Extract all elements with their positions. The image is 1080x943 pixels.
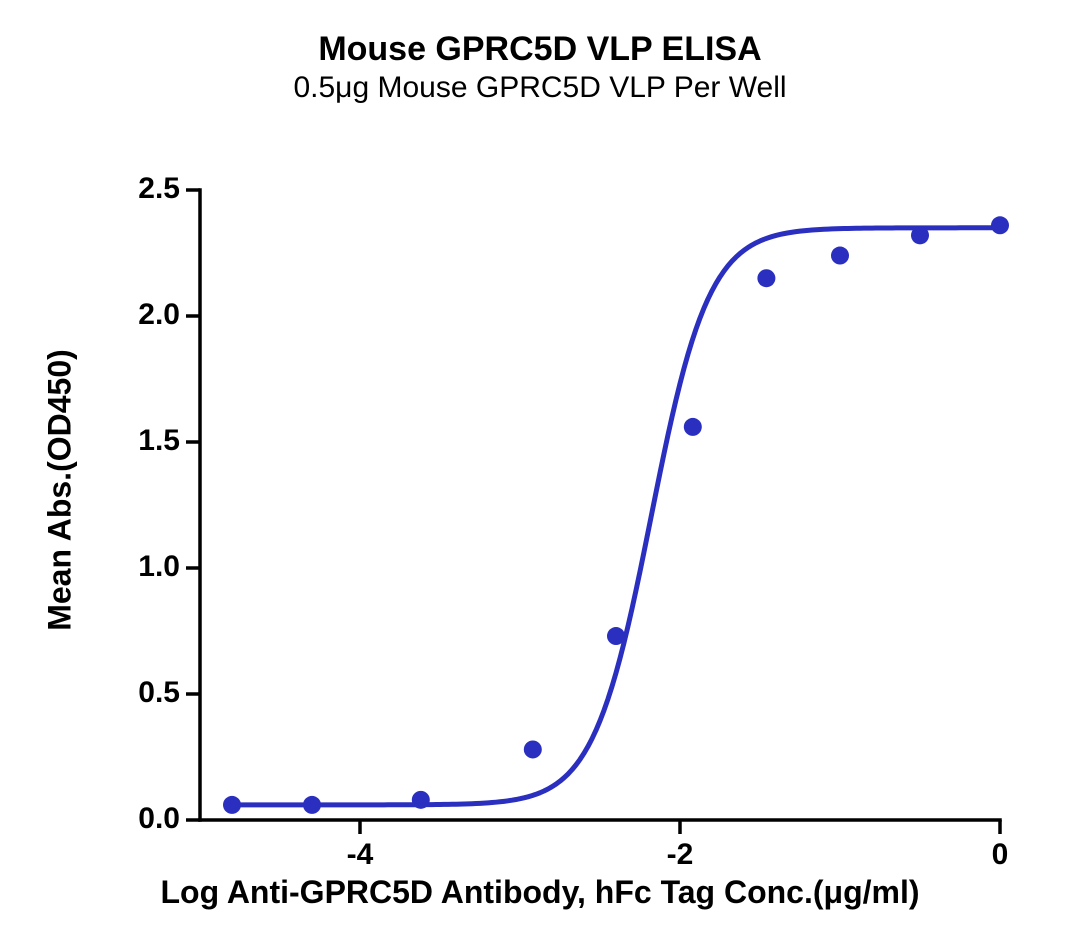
y-tick-label: 2.5 [138, 172, 180, 206]
y-tick-label: 0.0 [138, 802, 180, 836]
y-tick-label: 1.5 [138, 424, 180, 458]
x-tick-label: 0 [960, 838, 1040, 872]
x-tick-label: -4 [320, 838, 400, 872]
y-tick-label: 1.0 [138, 550, 180, 584]
x-axis-label: Log Anti-GPRC5D Antibody, hFc Tag Conc.(… [60, 874, 1020, 911]
y-tick-label: 2.0 [138, 298, 180, 332]
y-tick-label: 0.5 [138, 676, 180, 710]
x-tick-label: -2 [640, 838, 720, 872]
